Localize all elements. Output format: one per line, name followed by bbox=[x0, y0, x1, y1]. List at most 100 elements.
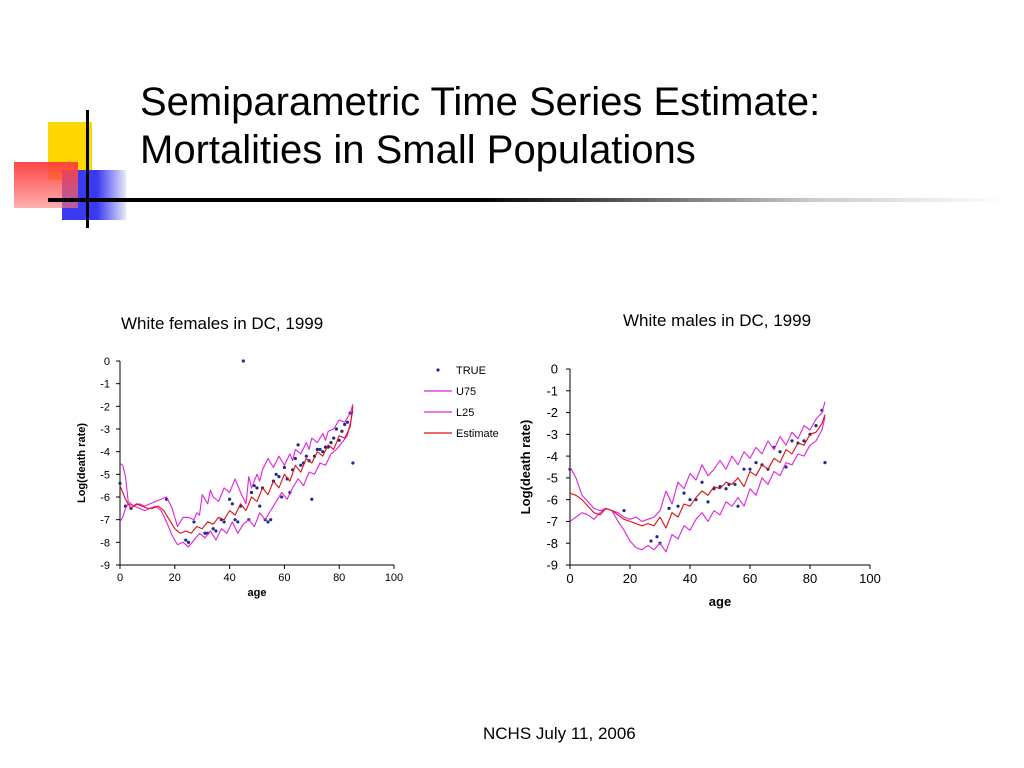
data-point-true bbox=[192, 520, 196, 524]
data-point-true bbox=[318, 447, 322, 451]
x-tick-label: 60 bbox=[743, 571, 757, 586]
y-tick-label: -2 bbox=[546, 405, 558, 420]
x-tick-label: 0 bbox=[117, 572, 123, 584]
data-point-true bbox=[266, 520, 270, 524]
data-point-true bbox=[332, 436, 336, 440]
data-point-true bbox=[222, 520, 226, 524]
footer-text: NCHS July 11, 2006 bbox=[483, 724, 636, 743]
y-tick-label: -4 bbox=[100, 447, 110, 459]
data-point-true bbox=[688, 498, 692, 502]
data-point-true bbox=[706, 500, 710, 504]
x-tick-label: 40 bbox=[683, 571, 697, 586]
data-point-true bbox=[667, 506, 671, 510]
data-point-true bbox=[293, 456, 297, 461]
data-point-true bbox=[733, 482, 737, 487]
y-tick-label: -1 bbox=[100, 379, 110, 391]
data-point-true bbox=[277, 475, 281, 479]
data-point-true bbox=[252, 484, 256, 488]
y-tick-label: 0 bbox=[551, 362, 558, 377]
data-point-true bbox=[649, 539, 653, 543]
y-tick-label: -8 bbox=[100, 537, 110, 549]
series-line-u75 bbox=[569, 401, 826, 522]
x-tick-label: 100 bbox=[385, 572, 403, 584]
y-axis-label: Log(death rate) bbox=[518, 420, 533, 515]
data-point-true bbox=[118, 481, 122, 485]
y-tick-label: -3 bbox=[100, 424, 110, 436]
y-tick-label: -9 bbox=[546, 558, 558, 573]
data-point-true bbox=[736, 504, 740, 508]
slide-title-line-1: Semiparametric Time Series Estimate: bbox=[140, 80, 821, 124]
y-tick-label: -9 bbox=[100, 560, 110, 572]
x-tick-label: 60 bbox=[278, 572, 290, 584]
data-point-true bbox=[186, 540, 191, 544]
data-point-true bbox=[343, 422, 347, 427]
data-point-true bbox=[700, 480, 704, 484]
chart-females: 0 -1 -2 -3 -4 -5 -6 -7 -8 -9 0 20 40 60 80 100 age Log(de… bbox=[76, 356, 403, 599]
x-tick-label: 20 bbox=[623, 571, 637, 586]
data-point-true bbox=[211, 527, 215, 531]
y-tick-label: -6 bbox=[100, 492, 110, 504]
slide-title: Semiparametric Time Series Estimate: Mor… bbox=[140, 78, 1000, 174]
x-tick-label: 20 bbox=[169, 572, 181, 584]
data-point-true bbox=[334, 427, 339, 431]
data-point-true bbox=[778, 450, 782, 454]
data-point-true bbox=[236, 520, 240, 524]
chart-title-females: White females in DC, 1999 bbox=[121, 314, 324, 333]
data-point-true bbox=[814, 424, 818, 428]
y-axis-label: Log(death rate) bbox=[76, 423, 88, 503]
data-point-true bbox=[351, 461, 355, 465]
data-point-true bbox=[299, 463, 303, 467]
data-point-true bbox=[622, 508, 626, 513]
data-point-true bbox=[742, 467, 746, 471]
x-tick-label: 0 bbox=[566, 571, 573, 586]
data-point-true bbox=[724, 487, 728, 491]
chart-title-males: White males in DC, 1999 bbox=[623, 311, 812, 330]
y-tick-label: -3 bbox=[546, 427, 558, 442]
legend: TRUE U75 L25 Estimate bbox=[424, 365, 499, 440]
legend-label-u75: U75 bbox=[456, 386, 476, 398]
x-tick-label: 80 bbox=[803, 571, 817, 586]
data-point-true bbox=[655, 535, 659, 539]
deco-vertical-line bbox=[86, 110, 89, 228]
y-tick-label: -7 bbox=[100, 515, 110, 527]
legend-label-l25: L25 bbox=[456, 407, 474, 419]
x-axis-label: age bbox=[709, 594, 731, 609]
x-axis-label: age bbox=[248, 587, 267, 599]
data-point-true bbox=[258, 504, 262, 508]
data-point-true bbox=[340, 429, 344, 433]
data-point-true bbox=[784, 465, 788, 469]
data-point-true bbox=[233, 518, 237, 522]
series-line-estimate bbox=[119, 406, 354, 534]
data-point-true bbox=[823, 461, 827, 465]
data-point-true bbox=[315, 447, 319, 451]
data-point-true bbox=[282, 465, 286, 470]
data-point-true bbox=[310, 497, 314, 501]
series-line-l25 bbox=[119, 410, 354, 548]
data-point-true bbox=[280, 495, 284, 499]
data-point-true bbox=[230, 502, 234, 506]
y-tick-label: -6 bbox=[546, 492, 558, 507]
data-point-true bbox=[676, 504, 680, 508]
x-tick-label: 80 bbox=[333, 572, 345, 584]
data-point-true bbox=[296, 443, 300, 447]
data-point-true bbox=[754, 461, 758, 465]
chart-males: 0 -1 -2 -3 -4 -5 -6 -7 -8 -9 0 20 40 60 80 100 age Log(de… bbox=[518, 362, 881, 609]
x-tick-label: 40 bbox=[223, 572, 235, 584]
legend-label-estimate: Estimate bbox=[456, 428, 499, 440]
x-tick-label: 100 bbox=[859, 571, 881, 586]
legend-label-true: TRUE bbox=[456, 365, 486, 377]
data-point-true bbox=[203, 531, 207, 535]
series-line-estimate bbox=[569, 414, 826, 529]
deco-horizontal-line bbox=[48, 198, 1008, 202]
slide-title-line-2: Mortalities in Small Populations bbox=[140, 128, 696, 172]
data-point-true bbox=[682, 491, 686, 495]
data-point-true bbox=[304, 454, 308, 458]
y-tick-label: -5 bbox=[546, 471, 558, 486]
data-point-true bbox=[241, 359, 245, 363]
data-point-true bbox=[184, 538, 188, 542]
data-point-true bbox=[269, 518, 273, 522]
y-tick-label: -1 bbox=[546, 383, 558, 398]
y-tick-label: -8 bbox=[546, 536, 558, 551]
y-tick-label: 0 bbox=[104, 356, 110, 368]
